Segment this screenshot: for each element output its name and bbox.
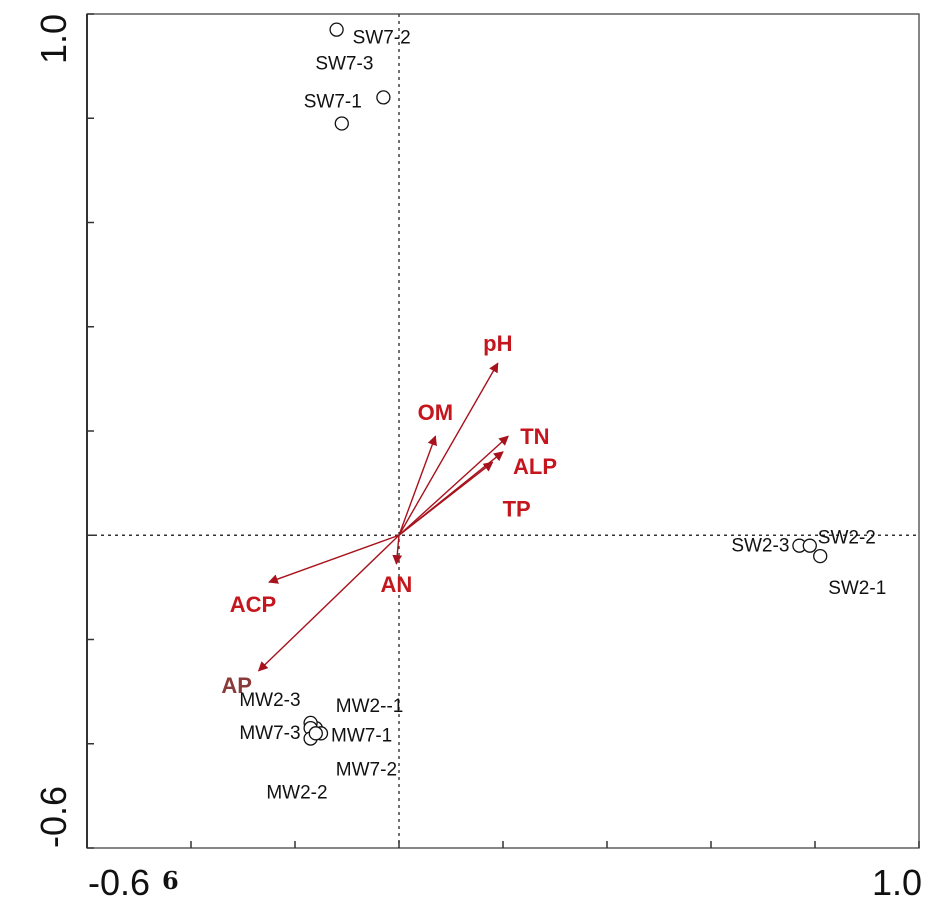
sample-label-mw7-3: MW7-3 bbox=[239, 723, 300, 744]
vector-arrow-ph bbox=[398, 362, 499, 536]
sample-label-sw7-2: SW7-2 bbox=[353, 28, 411, 49]
sample-point-sw7-1 bbox=[334, 116, 349, 131]
sample-label-sw2-2: SW2-2 bbox=[818, 528, 876, 549]
sample-point-sw2-2 bbox=[802, 538, 817, 553]
vector-arrow-an bbox=[392, 535, 403, 565]
vector-label-an: AN bbox=[381, 572, 413, 597]
x-tick-label-right: 1.0 bbox=[872, 862, 923, 903]
sample-point-sw2-1 bbox=[813, 548, 828, 564]
vector-arrow-om bbox=[398, 435, 437, 536]
vector-arrow-tp bbox=[398, 461, 494, 536]
vector-label-acp: ACP bbox=[230, 592, 276, 617]
stray-tick-text: 6 bbox=[162, 866, 179, 895]
vector-label-tp: TP bbox=[503, 496, 531, 521]
sample-point-sw7-2 bbox=[329, 22, 344, 37]
sample-label-sw2-3: SW2-3 bbox=[731, 536, 789, 557]
vector-label-tn: TN bbox=[520, 424, 549, 449]
sample-point-mw7-2 bbox=[308, 726, 323, 741]
x-tick-label-left: -0.6 bbox=[88, 862, 151, 903]
vector-arrow-acp bbox=[268, 534, 400, 584]
sample-label-sw7-1: SW7-1 bbox=[304, 91, 362, 112]
vector-label-om: OM bbox=[418, 400, 453, 425]
vector-label-ph: pH bbox=[483, 331, 512, 356]
sample-label-sw2-1: SW2-1 bbox=[828, 578, 886, 599]
sample-label-mw2-3: MW2-3 bbox=[239, 690, 300, 711]
y-tick-label-top: 1.0 bbox=[33, 13, 74, 64]
y-tick-label-bottom: -0.6 bbox=[33, 785, 74, 848]
sample-point-sw7-3 bbox=[376, 90, 391, 105]
plot-frame bbox=[86, 13, 920, 849]
sample-label-mw7-2: MW7-2 bbox=[336, 759, 397, 780]
sample-label-mw7-1: MW7-1 bbox=[331, 725, 392, 746]
sample-label-sw7-3: SW7-3 bbox=[315, 53, 373, 74]
sample-label-mw2-2: MW2-2 bbox=[266, 783, 327, 804]
vector-arrow-tn bbox=[398, 435, 509, 536]
sample-label-mw2-1: MW2--1 bbox=[336, 696, 404, 717]
vector-arrow-ap bbox=[257, 534, 400, 672]
vector-label-alp: ALP bbox=[513, 454, 557, 479]
vector-label-ap: AP bbox=[221, 673, 252, 698]
